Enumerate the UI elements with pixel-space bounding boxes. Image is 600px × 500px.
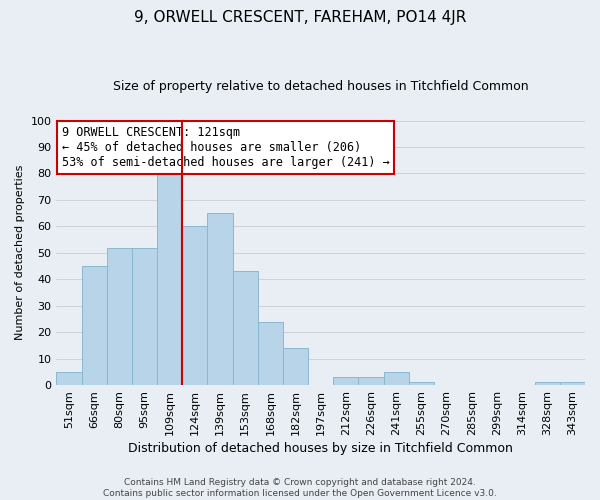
Bar bbox=[283, 348, 308, 385]
Bar bbox=[208, 213, 233, 385]
Text: Contains HM Land Registry data © Crown copyright and database right 2024.
Contai: Contains HM Land Registry data © Crown c… bbox=[103, 478, 497, 498]
Bar bbox=[107, 248, 132, 385]
Bar bbox=[333, 377, 358, 385]
Bar bbox=[358, 377, 383, 385]
X-axis label: Distribution of detached houses by size in Titchfield Common: Distribution of detached houses by size … bbox=[128, 442, 513, 455]
Bar bbox=[409, 382, 434, 385]
Y-axis label: Number of detached properties: Number of detached properties bbox=[15, 165, 25, 340]
Title: Size of property relative to detached houses in Titchfield Common: Size of property relative to detached ho… bbox=[113, 80, 529, 93]
Bar bbox=[132, 248, 157, 385]
Bar bbox=[233, 272, 258, 385]
Bar bbox=[82, 266, 107, 385]
Text: 9 ORWELL CRESCENT: 121sqm
← 45% of detached houses are smaller (206)
53% of semi: 9 ORWELL CRESCENT: 121sqm ← 45% of detac… bbox=[62, 126, 389, 169]
Bar bbox=[535, 382, 560, 385]
Text: 9, ORWELL CRESCENT, FAREHAM, PO14 4JR: 9, ORWELL CRESCENT, FAREHAM, PO14 4JR bbox=[134, 10, 466, 25]
Bar bbox=[182, 226, 208, 385]
Bar bbox=[560, 382, 585, 385]
Bar bbox=[157, 174, 182, 385]
Bar bbox=[56, 372, 82, 385]
Bar bbox=[383, 372, 409, 385]
Bar bbox=[258, 322, 283, 385]
